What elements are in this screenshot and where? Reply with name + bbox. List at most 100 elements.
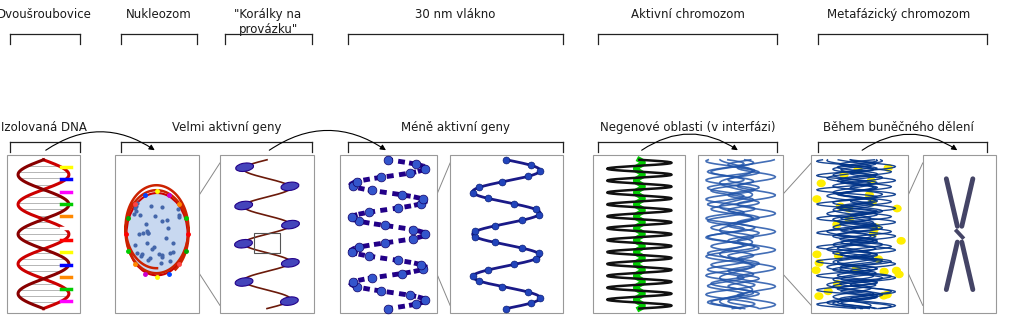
Point [520, 289, 536, 295]
Text: Izolovaná DNA: Izolovaná DNA [1, 121, 87, 134]
Point [360, 254, 376, 259]
Ellipse shape [870, 230, 878, 236]
Ellipse shape [835, 253, 842, 259]
Point [360, 210, 376, 215]
Ellipse shape [845, 205, 852, 212]
Ellipse shape [884, 165, 892, 171]
Point [407, 302, 424, 307]
Text: Nukleozom: Nukleozom [126, 8, 191, 21]
Point [480, 196, 496, 201]
Point [468, 234, 484, 240]
Point [373, 175, 390, 180]
Bar [7, 155, 80, 313]
Ellipse shape [281, 259, 300, 267]
Point [416, 297, 433, 302]
Point [494, 179, 510, 184]
Point [416, 166, 433, 171]
Point [532, 168, 548, 173]
Point [523, 300, 539, 306]
Ellipse shape [895, 271, 903, 277]
Point [349, 179, 365, 184]
Point [344, 214, 360, 219]
Ellipse shape [865, 192, 874, 198]
Point [532, 295, 548, 300]
Bar [450, 155, 563, 313]
Point [514, 218, 530, 223]
Point [506, 201, 523, 206]
Ellipse shape [281, 220, 300, 229]
Text: Během buněčného dělení: Během buněčného dělení [822, 121, 974, 134]
Point [465, 190, 482, 195]
Point [373, 288, 390, 294]
Point [498, 306, 515, 311]
Ellipse shape [852, 266, 860, 273]
Point [465, 273, 482, 278]
Ellipse shape [834, 281, 842, 287]
Text: Velmi aktivní geny: Velmi aktivní geny [172, 121, 282, 134]
Ellipse shape [234, 239, 253, 248]
Point [376, 223, 393, 228]
Ellipse shape [815, 293, 822, 299]
Ellipse shape [815, 260, 824, 266]
Ellipse shape [869, 199, 876, 206]
Bar [698, 155, 783, 313]
Bar [220, 155, 314, 313]
Point [468, 229, 484, 234]
Point [402, 170, 418, 175]
Point [402, 293, 418, 298]
Point [351, 245, 367, 250]
Point [498, 157, 515, 162]
Ellipse shape [892, 267, 900, 274]
Text: Méně aktivní geny: Méně aktivní geny [401, 121, 509, 134]
Ellipse shape [813, 196, 820, 202]
Ellipse shape [812, 267, 820, 273]
Text: Aktivní chromozom: Aktivní chromozom [630, 8, 745, 21]
Ellipse shape [837, 203, 844, 210]
Point [520, 174, 536, 179]
Bar [340, 155, 437, 313]
Point [523, 163, 539, 168]
Ellipse shape [235, 163, 254, 172]
Text: "Korálky na
provázku": "Korálky na provázku" [234, 8, 302, 36]
Point [487, 223, 503, 228]
Ellipse shape [825, 288, 832, 295]
Text: Dvoušroubovice: Dvoušroubovice [0, 8, 91, 21]
Bar [811, 155, 908, 313]
Ellipse shape [880, 293, 888, 299]
Ellipse shape [235, 278, 253, 286]
Ellipse shape [234, 201, 253, 210]
Text: 30 nm vlákno: 30 nm vlákno [415, 8, 495, 21]
Bar [923, 155, 996, 313]
Point [405, 236, 421, 241]
Ellipse shape [873, 224, 880, 231]
Ellipse shape [817, 180, 826, 186]
Point [344, 249, 360, 254]
Bar [254, 233, 280, 253]
Ellipse shape [840, 172, 848, 178]
Point [414, 197, 431, 202]
Point [345, 183, 361, 189]
Point [381, 157, 397, 162]
Point [472, 278, 488, 284]
Point [390, 258, 406, 263]
Point [413, 201, 430, 206]
Ellipse shape [280, 297, 299, 305]
Point [363, 188, 380, 193]
Point [514, 245, 530, 251]
Ellipse shape [868, 178, 875, 184]
Point [413, 262, 430, 267]
Point [381, 306, 397, 311]
Point [414, 266, 431, 272]
Point [405, 227, 421, 232]
Point [531, 212, 547, 217]
Text: Metafázický chromozom: Metafázický chromozom [827, 8, 970, 21]
Point [480, 267, 496, 273]
Point [394, 192, 410, 197]
Point [528, 256, 544, 262]
Point [390, 205, 406, 211]
Point [417, 232, 434, 237]
Ellipse shape [281, 182, 299, 191]
Point [472, 185, 488, 190]
Point [487, 240, 503, 245]
Point [528, 207, 544, 212]
